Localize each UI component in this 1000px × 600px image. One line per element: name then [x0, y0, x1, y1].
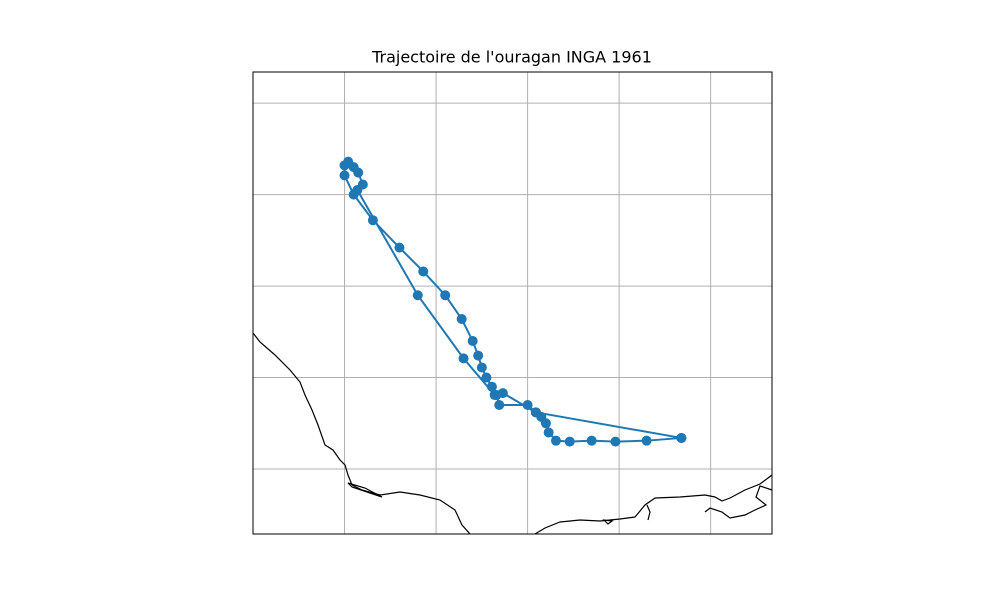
track-point [564, 436, 575, 447]
track-point [610, 436, 621, 447]
track-point [473, 350, 484, 361]
track-point [494, 400, 505, 411]
coastline [602, 504, 651, 525]
track-point [489, 389, 500, 400]
map-title: Trajectoire de l'ouragan INGA 1961 [371, 48, 652, 67]
coastline [347, 482, 383, 498]
coastline [534, 474, 773, 535]
track-point [481, 372, 492, 383]
track-line [343, 160, 682, 443]
coastline [252, 332, 471, 535]
track-point [367, 215, 378, 226]
track-point [418, 266, 429, 277]
track-point [676, 432, 687, 443]
track-point [458, 353, 469, 364]
map-frame [252, 71, 773, 535]
track-point [352, 185, 363, 196]
coastline [252, 332, 773, 535]
track-point [456, 314, 467, 325]
track-point [394, 242, 405, 253]
track-point [467, 335, 478, 346]
track-point [353, 167, 364, 178]
track-point [412, 290, 423, 301]
track-point [440, 290, 451, 301]
track-point [530, 407, 541, 418]
track-point [550, 435, 561, 446]
track-point [522, 400, 533, 411]
track-point [543, 427, 554, 438]
track-point [476, 362, 487, 373]
track-point [641, 435, 652, 446]
track-point [339, 170, 350, 181]
coastline [704, 485, 773, 519]
track-point [497, 388, 508, 399]
track-point [486, 381, 497, 392]
track-point [586, 435, 597, 446]
